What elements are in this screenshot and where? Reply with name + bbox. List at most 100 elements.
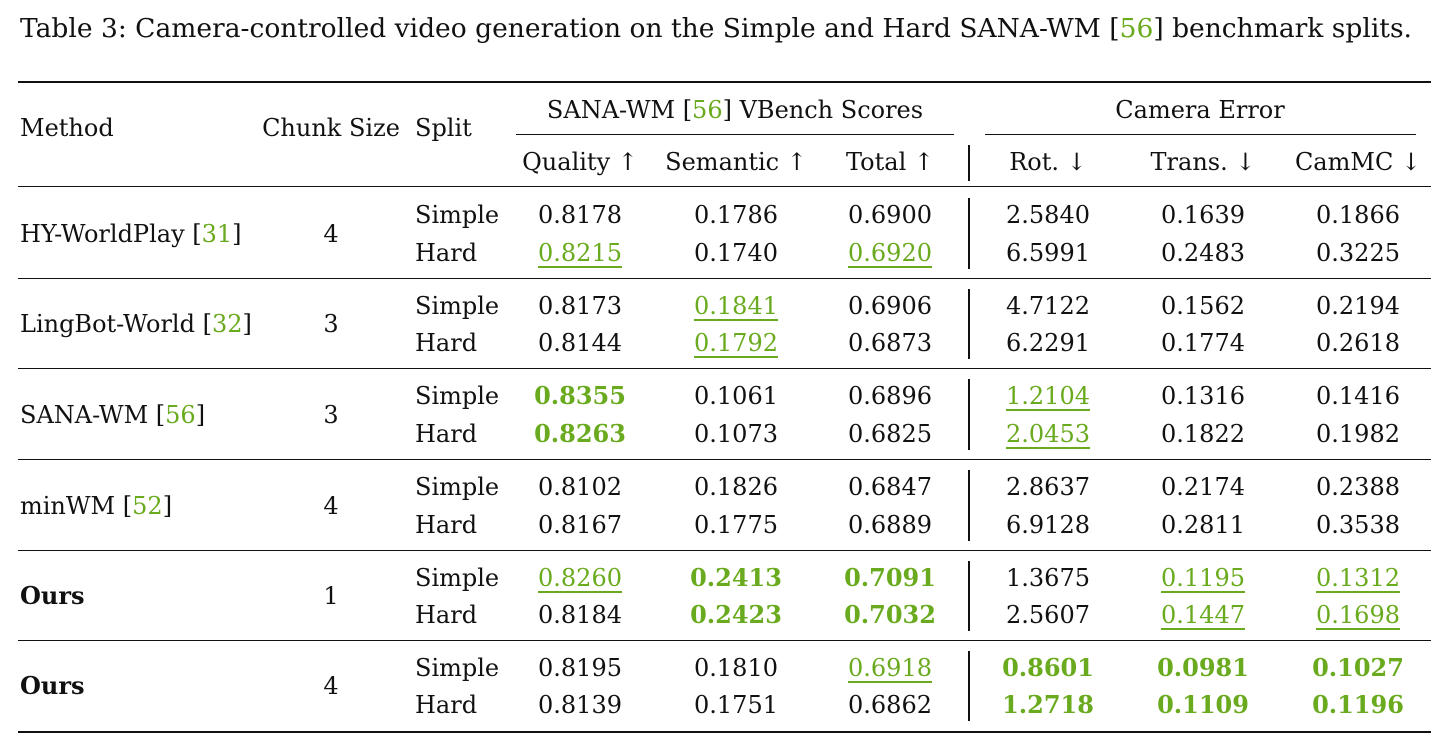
split-label: Hard <box>415 600 478 629</box>
cell-semantic: 0.1792 <box>694 328 778 357</box>
cell-trans: 0.1774 <box>1161 328 1245 357</box>
cell-cammc: 0.1866 <box>1316 201 1400 230</box>
cell-rot: 4.7122 <box>1006 292 1090 320</box>
cell-cammc: 0.1312 <box>1316 564 1400 592</box>
cell-trans: 0.1447 <box>1161 600 1245 629</box>
row-group-rule <box>18 640 1431 642</box>
cell-cammc: 0.1196 <box>1312 689 1404 719</box>
cell-total: 0.6862 <box>848 690 932 719</box>
header-semantic: Semantic ↑ <box>665 148 807 176</box>
cell-total: 0.6918 <box>848 654 932 682</box>
cell-quality: 0.8102 <box>538 473 622 502</box>
header-camera-group: Camera Error <box>1115 96 1285 124</box>
cell-trans: 0.1316 <box>1161 382 1245 411</box>
cell-trans: 0.1195 <box>1161 564 1245 592</box>
cell-rot: 0.8601 <box>1002 653 1094 682</box>
cell-total: 0.6906 <box>848 292 932 320</box>
split-label: Simple <box>415 201 500 230</box>
cell-trans: 0.2811 <box>1161 510 1245 539</box>
chunk-size: 4 <box>323 672 339 700</box>
cell-rot: 6.9128 <box>1006 510 1090 539</box>
cell-total: 0.6825 <box>848 419 932 448</box>
cell-trans: 0.1822 <box>1161 419 1245 448</box>
chunk-size: 1 <box>323 582 339 610</box>
cell-cammc: 0.1027 <box>1312 653 1404 682</box>
vbench-group-rule <box>516 134 954 136</box>
cell-semantic: 0.1061 <box>694 382 778 411</box>
split-label: Simple <box>415 382 500 411</box>
method-name: Ours <box>20 671 85 700</box>
method-name: Ours <box>20 581 85 610</box>
cell-trans: 0.2483 <box>1161 238 1245 267</box>
cell-semantic: 0.1751 <box>694 690 778 719</box>
column-separator <box>968 145 970 181</box>
citation-link[interactable]: 56 <box>1119 13 1154 44</box>
split-label: Hard <box>415 690 478 719</box>
cell-quality: 0.8355 <box>534 381 626 411</box>
header-trans: Trans. ↓ <box>1150 148 1256 176</box>
row-group-rule <box>18 550 1431 552</box>
top-rule <box>18 81 1431 83</box>
chunk-size: 4 <box>323 219 339 248</box>
cell-quality: 0.8260 <box>538 564 622 592</box>
cell-total: 0.6900 <box>848 201 932 230</box>
column-separator <box>968 561 970 631</box>
cell-cammc: 0.2194 <box>1316 292 1400 320</box>
cell-rot: 6.5991 <box>1006 238 1090 267</box>
citation-link[interactable]: 56 <box>692 96 723 124</box>
cell-semantic: 0.2423 <box>690 599 782 629</box>
cell-semantic: 0.1786 <box>694 201 778 230</box>
cell-rot: 2.8637 <box>1006 473 1090 502</box>
citation-link[interactable]: 52 <box>132 491 163 520</box>
cell-semantic: 0.1740 <box>694 238 778 267</box>
cell-trans: 0.1109 <box>1157 689 1249 719</box>
chunk-size: 3 <box>323 400 339 429</box>
cell-total: 0.6873 <box>848 328 932 357</box>
cell-quality: 0.8263 <box>534 418 626 448</box>
cell-rot: 1.2104 <box>1006 382 1090 411</box>
split-label: Hard <box>415 238 478 267</box>
cell-quality: 0.8195 <box>538 654 622 682</box>
cell-cammc: 0.1982 <box>1316 419 1400 448</box>
cell-total: 0.6889 <box>848 510 932 539</box>
cell-rot: 2.5607 <box>1006 600 1090 629</box>
cell-trans: 0.1639 <box>1161 201 1245 230</box>
citation-link[interactable]: 32 <box>211 310 243 338</box>
cell-semantic: 0.1810 <box>694 654 778 682</box>
cell-cammc: 0.3225 <box>1316 238 1400 267</box>
cell-rot: 6.2291 <box>1006 328 1090 357</box>
cell-semantic: 0.1775 <box>694 510 778 539</box>
method-name: minWM [52] <box>20 491 173 520</box>
row-group-rule <box>18 368 1431 370</box>
cell-rot: 2.5840 <box>1006 201 1090 230</box>
row-group-rule <box>18 278 1431 280</box>
cell-semantic: 0.1073 <box>694 419 778 448</box>
column-separator <box>968 198 970 269</box>
header-split: Split <box>415 114 472 142</box>
cell-cammc: 0.1416 <box>1316 382 1400 411</box>
cell-quality: 0.8215 <box>538 238 622 267</box>
cell-semantic: 0.1841 <box>694 292 778 320</box>
citation-link[interactable]: 31 <box>201 219 233 248</box>
header-quality: Quality ↑ <box>522 148 638 176</box>
split-label: Simple <box>415 654 500 682</box>
split-label: Hard <box>415 419 478 448</box>
column-separator <box>968 289 970 359</box>
method-name: LingBot-World [32] <box>20 310 252 338</box>
cell-trans: 0.0981 <box>1157 653 1249 682</box>
cell-cammc: 0.1698 <box>1316 600 1400 629</box>
cell-cammc: 0.2388 <box>1316 473 1400 502</box>
header-cammc: CamMC ↓ <box>1294 148 1422 176</box>
header-chunk-size: Chunk Size <box>262 114 400 142</box>
bottom-rule <box>18 731 1431 733</box>
cell-total: 0.7091 <box>844 563 936 592</box>
split-label: Simple <box>415 292 500 320</box>
cell-quality: 0.8178 <box>538 201 622 230</box>
column-separator <box>968 651 970 721</box>
header-vbench-group: SANA-WM [56] VBench Scores <box>546 96 924 124</box>
split-label: Hard <box>415 328 478 357</box>
cell-total: 0.7032 <box>844 599 936 629</box>
cell-rot: 2.0453 <box>1006 419 1090 448</box>
citation-link[interactable]: 56 <box>165 400 196 429</box>
header-rot: Rot. ↓ <box>1009 148 1087 176</box>
